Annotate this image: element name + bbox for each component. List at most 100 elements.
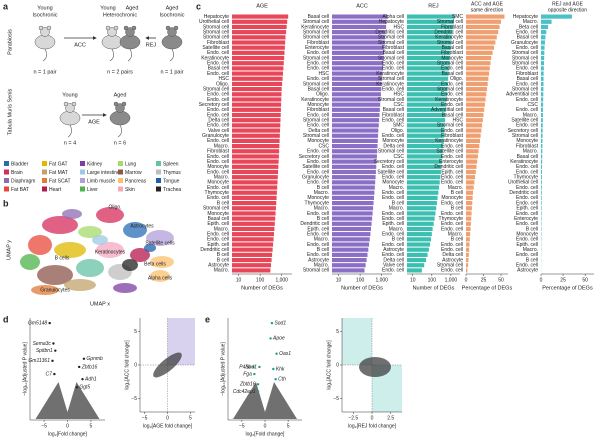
cluster [76,259,104,277]
row-label: Basal cell [442,45,463,51]
point [81,378,84,381]
axis-label: log₂[REJ fold change] [348,423,397,429]
bar [232,252,273,257]
cluster [54,242,86,258]
row-label: Endo. cell [441,143,463,149]
row-label: Stromal cell [303,19,329,25]
point-label: Adh1 [84,377,97,383]
bar [541,19,552,24]
row-label: Stromal cell [512,50,538,56]
x-tick-label: 100 [356,277,365,283]
row-label: Stromal cell [378,149,404,155]
bar [407,226,433,232]
row-label: Stromal cell [378,35,404,41]
bar [466,149,479,154]
row-label: B cell [451,206,463,212]
bar [407,92,448,97]
cluster [37,265,73,285]
row-label: Astrocyte [442,257,463,263]
point [78,365,81,369]
legend-label: Fat GAT [49,161,68,167]
row-label: Endo. cell [207,231,229,237]
legend-label: Bladder [11,161,29,167]
cluster [62,209,82,219]
cluster [150,256,174,268]
row-label: Alpha cell [382,14,404,20]
bar [407,138,444,143]
bar [232,175,278,180]
mouse-icon [101,34,123,50]
arrow-label: AGE [88,119,100,125]
bar [332,55,384,61]
bar [407,154,443,159]
row-label: Fibroblast [441,50,464,56]
row-label: Endo. cell [516,66,538,72]
bar [407,76,449,81]
x-tick-label: 25 [560,277,566,283]
row-label: HSC [452,118,463,124]
bar [407,190,439,195]
bar [332,133,379,138]
point-cloud [153,352,182,378]
bar [332,195,374,200]
row-label: Endo. cell [441,242,463,248]
bar [407,211,436,216]
bar [466,123,483,128]
mouse-icon [119,34,141,50]
bar [407,164,442,169]
row-label: Endo. cell [382,195,404,201]
bar [407,123,445,128]
point-label: Oas1 [279,351,291,357]
row-label: Fibroblast [382,112,405,118]
row-label: Endo. cell [382,231,404,237]
legend-swatch [4,161,9,166]
row-label: Monocyte [307,195,329,201]
legend-label: Marrow [125,170,142,176]
bar [407,112,446,118]
row-label: Stromal cell [512,133,538,139]
row-label: B cell [317,185,329,191]
legend-swatch [118,178,123,183]
legend-label: Fat MAT [49,170,68,176]
legend-swatch [156,178,161,183]
n-label: n = 6 [114,140,126,146]
bar [541,185,542,190]
group-label: Young [37,5,52,11]
point [75,386,79,389]
row-label: Satellite cell [202,45,229,51]
axis-label: Number of DEGs [241,285,283,291]
bar [407,45,451,50]
row-label: Endo. cell [307,169,329,175]
bar [466,71,490,76]
row-label: Secretory cell [374,159,404,165]
n-label: n = 1 pair [160,69,183,75]
cluster-label: Satellite cells [145,240,175,246]
x-tick-label: −5 [239,423,245,429]
row-label: Stromal cell [203,24,229,30]
bar [407,232,432,237]
shaded-region [342,318,372,365]
point-label: Gm5148 [28,320,47,326]
bar [232,190,277,195]
row-label: Endo. cell [441,92,463,98]
x-tick-label: 5 [189,415,192,421]
row-label: Macro. [448,185,463,191]
x-tick-label: 10 [336,277,342,283]
cluster-label: Alpha cells [148,275,173,281]
legend-label: Liver [87,187,98,193]
axis-label: −log₁₀[Adjusted P value] [22,342,28,396]
row-label: Macro. [389,185,404,191]
mouse-icon [161,34,183,50]
chart-title: ACC and AGE [471,1,504,7]
row-label: CSC [393,154,404,160]
x-tick-label: −5 [142,415,148,421]
bar [466,133,481,138]
bar [232,242,274,247]
bar [332,216,373,221]
row-label: Stromal cell [378,97,404,103]
row-label: Endo. cell [307,252,329,258]
cluster [92,235,108,245]
row-label: SMC [393,123,405,129]
row-label: Thymocyte [305,200,330,206]
bar [332,71,383,76]
